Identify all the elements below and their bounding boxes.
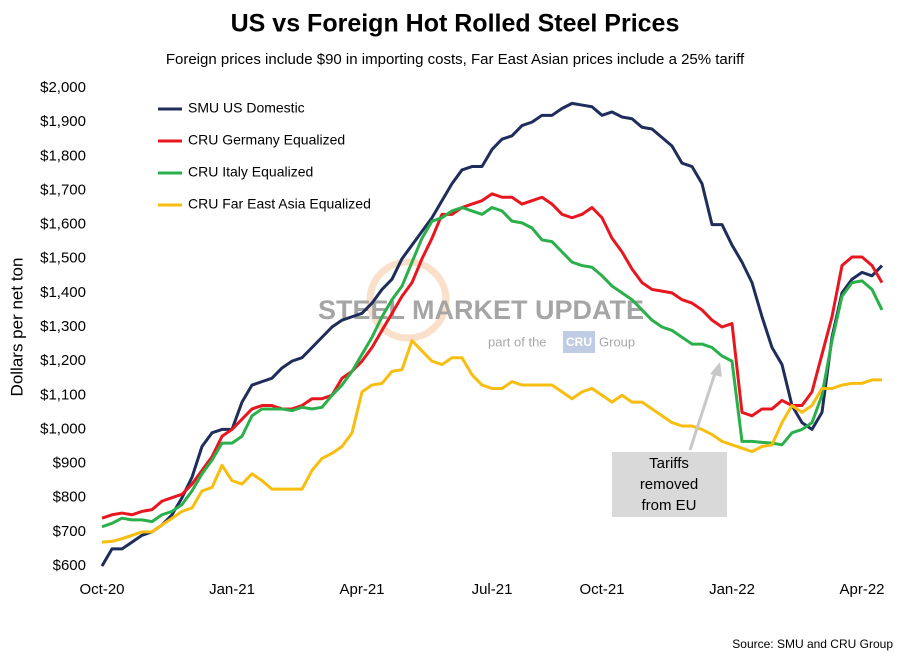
y-tick-label: $1,500 <box>40 250 86 267</box>
watermark-logo <box>366 258 450 342</box>
x-tick-label: Jul-21 <box>472 581 513 598</box>
x-tick-label: Apr-22 <box>839 581 884 598</box>
annotation: removed <box>640 476 698 493</box>
y-tick-label: $900 <box>53 455 86 472</box>
annotation-arrowhead <box>710 362 722 377</box>
watermark-box <box>563 331 595 353</box>
annotation: Tariffs <box>649 455 689 472</box>
watermark-text: CRU <box>566 335 592 349</box>
x-tick-label: Jan-21 <box>209 581 255 598</box>
line-series <box>101 206 884 529</box>
legend-label: CRU Germany Equalized <box>188 132 345 148</box>
legend-label: SMU US Domestic <box>188 100 305 116</box>
legend-label: CRU Italy Equalized <box>188 164 313 180</box>
y-tick-label: $1,400 <box>40 284 86 301</box>
y-tick-label: $1,900 <box>40 113 86 130</box>
y-tick-label: $1,800 <box>40 147 86 164</box>
watermark-text: part of the <box>488 334 547 349</box>
y-axis-label: Dollars per net ton <box>7 258 26 397</box>
y-tick-label: $1,700 <box>40 181 86 198</box>
plot-area: $600 $700 $800 $900 $1,000 $1,100 $1,200 $1,300… <box>40 79 884 598</box>
chart-title: US vs Foreign Hot Rolled Steel Prices <box>231 10 680 38</box>
x-tick-label: Oct-20 <box>79 581 124 598</box>
y-tick-label: $700 <box>53 523 86 540</box>
watermark-text: Group <box>599 334 635 349</box>
annotation-box <box>612 452 727 517</box>
y-tick-label: $600 <box>53 557 86 574</box>
y-tick-label: $1,300 <box>40 318 86 335</box>
y-tick-label: $1,200 <box>40 352 86 369</box>
annotation: from EU <box>641 497 696 514</box>
watermark: STEEL MARKET UPDATE part of the CRU Grou… <box>318 258 644 353</box>
line-series <box>101 192 884 520</box>
y-tick-label: $1,100 <box>40 386 86 403</box>
x-tick-label: Jan-22 <box>709 581 755 598</box>
annotation-arrow <box>688 369 718 451</box>
source: Source: SMU and CRU Group <box>732 637 893 651</box>
y-tick-label: $1,000 <box>40 420 86 437</box>
y-tick-label: $1,600 <box>40 216 86 233</box>
x-tick-label: Apr-21 <box>339 581 384 598</box>
chart-subtitle: Foreign prices include $90 in importing … <box>166 51 745 68</box>
y-tick-label: $800 <box>53 489 86 506</box>
x-tick-label: Oct-21 <box>579 581 624 598</box>
legend-label: CRU Far East Asia Equalized <box>188 196 371 212</box>
y-tick-label: $2,000 <box>40 79 86 96</box>
line-series <box>101 339 882 544</box>
